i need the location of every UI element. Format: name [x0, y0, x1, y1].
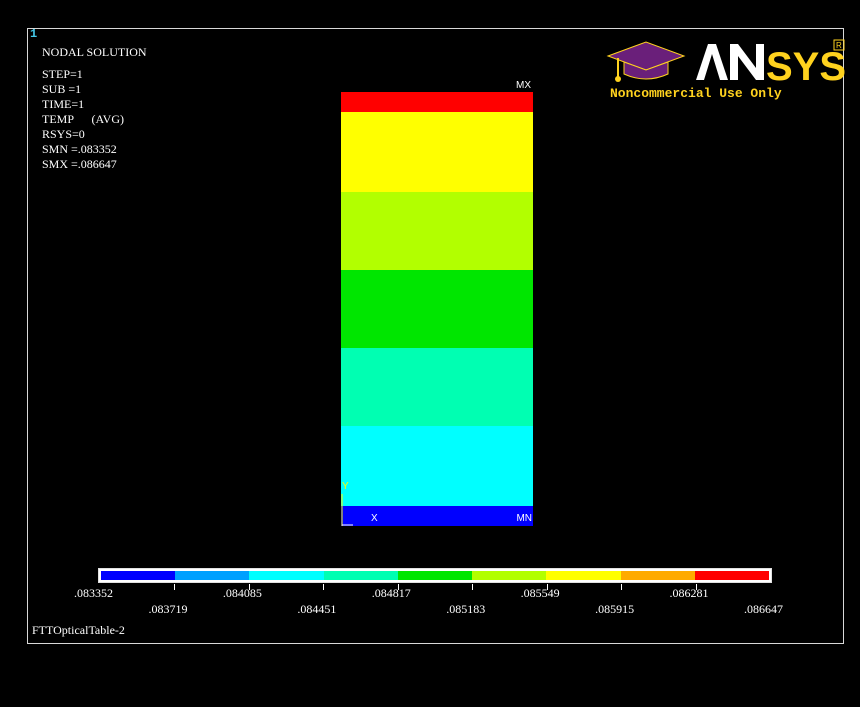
info-line: TIME=1 [42, 97, 85, 111]
contour-band [341, 506, 533, 526]
legend-label: .086281 [669, 586, 709, 600]
info-line: SUB =1 [42, 82, 82, 96]
legend-label: .085915 [595, 602, 635, 616]
legend-tick [323, 584, 325, 590]
min-marker: MN [516, 513, 532, 524]
contour-band [341, 111, 533, 192]
graphics-viewport [27, 28, 844, 644]
legend-segment [620, 571, 695, 580]
ansys-logo: SYS R [606, 39, 846, 89]
legend-label: .085183 [446, 602, 486, 616]
legend-label: .084085 [222, 586, 262, 600]
axis-triad-icon [341, 494, 353, 526]
logo-brand-tail: SYS [766, 45, 846, 89]
contour-model[interactable]: MX MN X Y [341, 80, 533, 526]
legend-tick [248, 584, 250, 590]
legend-tick [621, 584, 623, 590]
legend-tick [174, 584, 176, 590]
info-line: TEMP (AVG) [42, 112, 125, 126]
info-line: NODAL SOLUTION [42, 45, 147, 59]
legend-label: .083719 [148, 602, 188, 616]
legend-tick [695, 584, 697, 590]
window-number: 1 [30, 27, 38, 41]
info-line [42, 60, 147, 67]
contour-band [341, 426, 533, 507]
legend-segment [694, 571, 769, 580]
solution-info: NODAL SOLUTION STEP=1 SUB =1 TIME=1 TEMP… [42, 45, 147, 172]
axis-y-label: Y [342, 481, 349, 492]
axis-x-label: X [371, 513, 378, 524]
legend-label: .084817 [371, 586, 411, 600]
legend-segment [472, 571, 547, 580]
legend-segment [249, 571, 324, 580]
legend-label: .083352 [74, 586, 113, 600]
legend-tick [472, 584, 474, 590]
model-title: FTTOpticalTable-2 [32, 623, 125, 637]
info-line: RSYS=0 [42, 127, 85, 141]
license-tagline: Noncommercial Use Only [610, 86, 782, 101]
legend-tick [546, 584, 548, 590]
info-line: STEP=1 [42, 67, 83, 81]
info-line: SMX =.086647 [42, 157, 117, 171]
legend-segment [175, 571, 250, 580]
contour-legend-bar [98, 568, 772, 583]
contour-band [341, 269, 533, 349]
contour-band [341, 348, 533, 427]
legend-segment [101, 571, 176, 580]
legend-tick [397, 584, 399, 590]
legend-label: .085549 [520, 586, 560, 600]
legend-segment [323, 571, 398, 580]
contour-band [341, 92, 533, 112]
info-line: SMN =.083352 [42, 142, 117, 156]
legend-label: .086647 [744, 602, 783, 616]
contour-band [341, 191, 533, 270]
legend-segment [397, 571, 473, 580]
legend-segment [546, 571, 621, 580]
max-marker: MX [516, 80, 531, 91]
legend-label: .084451 [297, 602, 337, 616]
registered-mark: R [836, 41, 842, 50]
